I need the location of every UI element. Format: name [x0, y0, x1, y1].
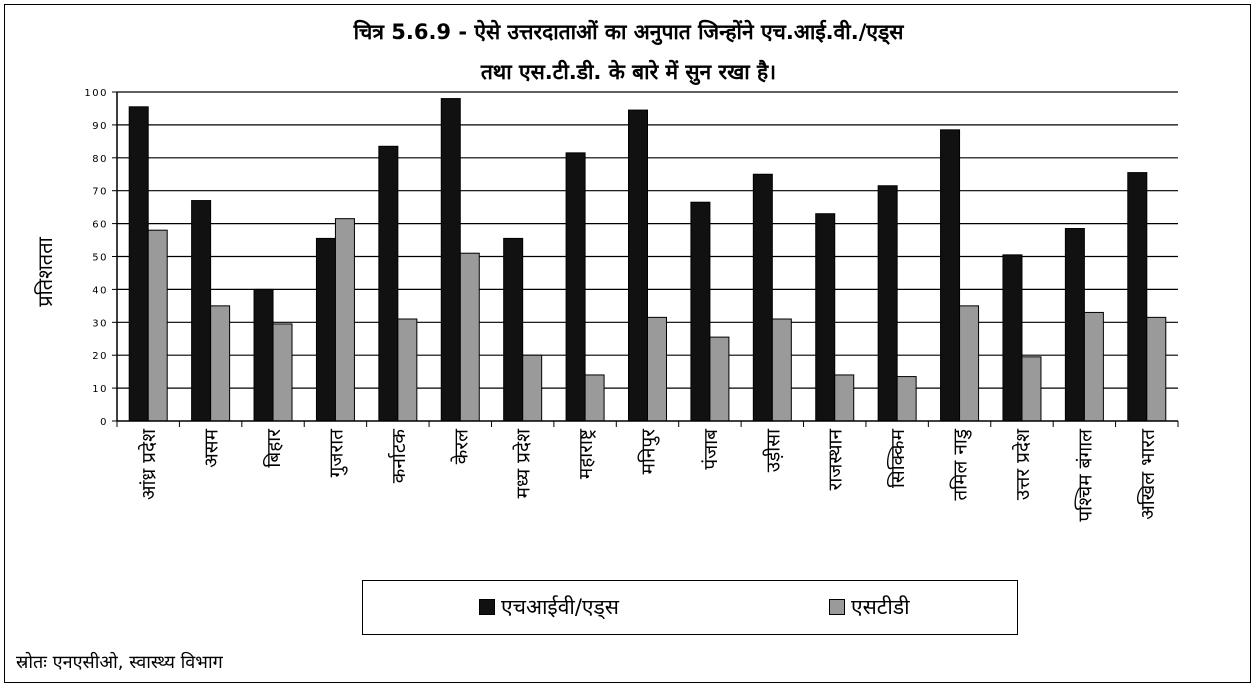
- bar-std: [1146, 316, 1167, 422]
- x-category-label: केरल: [449, 428, 472, 464]
- x-category-label: पंजाब: [700, 428, 722, 470]
- bar-std: [147, 229, 168, 422]
- y-tick-label: 30: [92, 318, 108, 329]
- y-tick-label: 80: [92, 154, 108, 165]
- bar-std: [522, 354, 543, 422]
- x-category-label: अखिल भारत: [1136, 428, 1159, 520]
- x-category-label: असम: [201, 428, 223, 467]
- bar-std: [584, 374, 605, 422]
- x-category-label: उड़ीसा: [761, 428, 784, 472]
- bar-std: [334, 218, 355, 422]
- bar-std: [647, 316, 667, 422]
- bars: [128, 98, 1167, 422]
- bar-hiv: [940, 129, 961, 422]
- legend-label-hiv: एचआईवी/एड्स: [501, 595, 619, 619]
- bar-hiv: [877, 185, 898, 422]
- x-category-label: गुजरात: [325, 428, 348, 477]
- bar-std: [896, 376, 917, 422]
- y-tick-label: 40: [92, 285, 108, 296]
- x-category-label: मनिपुर: [637, 428, 661, 475]
- legend-swatch-std: [829, 599, 845, 615]
- bar-hiv: [815, 213, 836, 422]
- source-note: स्रोतः एनएसीओ, स्वास्थ्य विभाग: [16, 652, 223, 673]
- y-tick-label: 50: [92, 253, 108, 264]
- bar-hiv: [503, 237, 524, 422]
- bar-std: [1083, 311, 1104, 422]
- legend-item-std: एसटीडी: [829, 593, 910, 621]
- x-category-label: पश्चिम बंगाल: [1073, 428, 1096, 522]
- chart-title: चित्र 5.6.9 - ऐसे उत्तरदाताओं का अनुपात …: [353, 20, 904, 44]
- bar-hiv: [752, 173, 773, 422]
- bar-hiv: [1064, 228, 1085, 422]
- bar-hiv: [1002, 254, 1023, 422]
- x-category-label: आंध्र प्रदेश: [137, 428, 160, 500]
- bar-std: [210, 305, 231, 422]
- chart-subtitle: तथा एस.टी.डी. के बारे में सुन रखा है।: [480, 60, 777, 84]
- y-tick-label: 60: [92, 220, 108, 231]
- legend-label-std: एसटीडी: [851, 595, 910, 619]
- bar-hiv: [565, 152, 586, 422]
- bar-std: [459, 252, 480, 422]
- tick-labels: 0 10 20 30 40 50 60 70 80 90 100 आंध्र प्रदेश असम बिह…: [84, 88, 1158, 522]
- bar-std: [709, 336, 730, 422]
- x-category-label: सिक्किम: [886, 428, 909, 488]
- bar-hiv: [191, 200, 212, 422]
- legend-item-hiv: एचआईवी/एड्स: [479, 593, 619, 621]
- axes: [112, 91, 1179, 427]
- x-category-label: तमिल नाडु: [949, 428, 973, 501]
- bar-hiv: [253, 288, 274, 422]
- y-axis-label: प्रतिशतता: [33, 236, 57, 306]
- y-tick-label: 0: [100, 417, 108, 428]
- legend-swatch-hiv: [479, 599, 495, 615]
- y-tick-label: 90: [92, 121, 108, 132]
- x-category-label: महाराष्ट्र: [575, 428, 597, 479]
- x-category-label: कर्नाटक: [387, 429, 410, 484]
- bar-hiv: [440, 98, 461, 422]
- bar-std: [834, 374, 855, 422]
- y-tick-label: 100: [84, 88, 108, 99]
- bar-std: [272, 323, 293, 422]
- x-category-label: बिहार: [262, 428, 285, 468]
- y-tick-label: 70: [92, 187, 108, 198]
- bar-hiv: [128, 106, 149, 422]
- bar-hiv: [690, 201, 711, 422]
- bar-hiv: [378, 145, 399, 422]
- bar-std: [1021, 356, 1042, 422]
- bar-hiv: [315, 237, 336, 422]
- x-category-label: मध्य प्रदेश: [512, 428, 535, 498]
- legend: एचआईवी/एड्स एसटीडी: [362, 580, 1018, 635]
- y-tick-label: 10: [92, 384, 108, 395]
- bar-hiv: [1127, 172, 1148, 422]
- chart-frame: [4, 4, 1251, 683]
- bar-std: [959, 305, 980, 422]
- bar-std: [771, 318, 792, 422]
- y-tick-label: 20: [92, 351, 108, 362]
- bar-hiv: [628, 109, 648, 422]
- x-category-label: उत्तर प्रदेश: [1011, 428, 1034, 500]
- bar-std: [397, 318, 418, 422]
- x-category-label: राजस्थान: [825, 429, 847, 491]
